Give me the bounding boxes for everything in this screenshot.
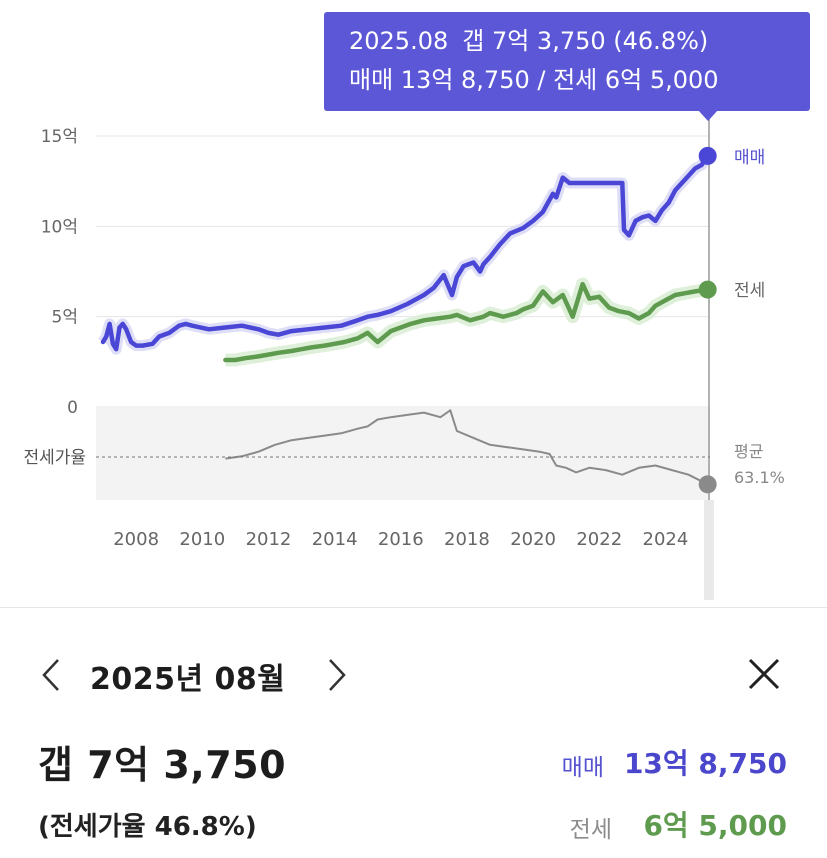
- tooltip-detail: 매매 13억 8,750 / 전세 6억 5,000: [349, 66, 719, 94]
- ratio-average-value: 63.1%: [734, 468, 785, 487]
- hover-tooltip: 2025.08 갭 7억 3,750 (46.8%) 매매 13억 8,750 /…: [324, 12, 810, 111]
- month-title: 2025년 08월: [90, 662, 286, 697]
- section-divider: [0, 607, 827, 608]
- ratio-current-marker: [698, 475, 717, 494]
- ratio-axis-label: 전세가율: [23, 448, 86, 468]
- x-tick-label: 2010: [179, 529, 225, 550]
- range-bands: [98, 152, 713, 367]
- sale-price-value: 13억 8,750: [623, 747, 787, 780]
- y-tick-label: 5억: [52, 308, 78, 328]
- sale-line: [100, 153, 710, 352]
- x-tick-label: 2024: [643, 529, 689, 550]
- tooltip-date: 2025.08: [349, 27, 449, 55]
- chevron-left-icon: [42, 659, 59, 691]
- x-axis-ticks: 2008 2010 2012 2014 2016 2018 2020 2022 2024: [113, 529, 688, 550]
- grid-lines: [96, 135, 710, 408]
- x-tick-label: 2014: [312, 529, 358, 550]
- hover-crosshair-shadow: [704, 500, 714, 600]
- jeonse-price-value: 6억 5,000: [643, 809, 787, 842]
- y-tick-label: 15억: [41, 127, 78, 147]
- sale-price-label: 매매: [561, 755, 604, 781]
- x-tick-label: 2020: [510, 529, 556, 550]
- x-tick-label: 2016: [378, 529, 424, 550]
- close-button[interactable]: [744, 654, 784, 694]
- ratio-line: [225, 409, 709, 486]
- gap-amount: 갭 7억 3,750: [38, 743, 287, 787]
- y-tick-label: 10억: [41, 217, 78, 237]
- jeonse-ratio-text: (전세가율 46.8%): [38, 812, 257, 842]
- detail-panel: 2025년 08월 갭 7억 3,750 (전세가율 46.8%) 매매 13억…: [0, 610, 827, 858]
- x-tick-label: 2008: [113, 529, 159, 550]
- x-tick-label: 2018: [444, 529, 490, 550]
- sale-current-marker: [698, 146, 717, 165]
- jeonse-price-label: 전세: [569, 817, 612, 843]
- next-month-button[interactable]: [324, 656, 350, 694]
- chevron-right-icon: [329, 659, 346, 691]
- ratio-panel-background: [96, 408, 710, 500]
- x-tick-label: 2022: [576, 529, 622, 550]
- jeonse-current-marker: [698, 280, 717, 299]
- tooltip-gap: 갭 7억 3,750 (46.8%): [462, 27, 709, 55]
- ratio-average-label: 평균: [734, 442, 763, 461]
- jeonse-line: [223, 281, 710, 363]
- price-chart-area[interactable]: 0 5억 10억 15억 2008 2010 2012 2014 2016 2018 2020 20…: [0, 0, 827, 610]
- close-icon: [748, 658, 780, 690]
- prev-month-button[interactable]: [38, 656, 64, 694]
- series-lines: [100, 153, 710, 486]
- tooltip-line-1: 2025.08 갭 7억 3,750 (46.8%): [349, 22, 810, 61]
- x-tick-label: 2012: [246, 529, 292, 550]
- current-markers: [698, 146, 717, 494]
- y-axis-ticks: 0 5억 10억 15억: [41, 127, 78, 418]
- y-tick-label: 0: [67, 398, 78, 418]
- sale-series-label: 매매: [734, 148, 765, 168]
- jeonse-series-label: 전세: [734, 281, 765, 301]
- tooltip-pointer: [698, 110, 718, 121]
